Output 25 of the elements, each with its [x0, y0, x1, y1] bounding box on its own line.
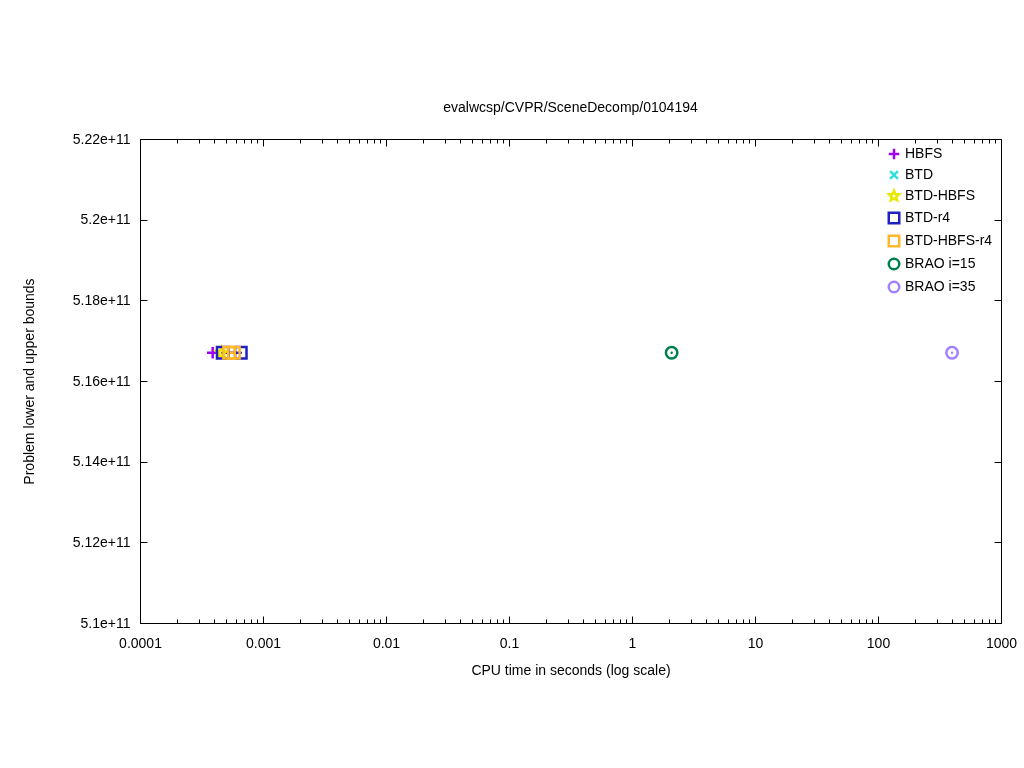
y-tick-label: 5.22e+11	[72, 130, 131, 147]
x-tick-label: 0.1	[499, 634, 520, 651]
x-tick-label: 1000	[985, 634, 1018, 651]
x-tick-label: 0.001	[245, 634, 282, 651]
legend-label: BTD-HBFS	[905, 187, 975, 203]
legend-label: BTD	[905, 166, 933, 182]
x-tick-label: 1	[628, 634, 637, 651]
legend-label: HBFS	[905, 145, 943, 161]
legend-label: BTD-r4	[905, 209, 951, 225]
chart-title: evalwcsp/CVPR/SceneDecomp/0104194	[443, 99, 698, 115]
y-tick-label: 5.12e+11	[72, 533, 131, 550]
x-axis-title: CPU time in seconds (log scale)	[471, 661, 671, 678]
legend-label: BRAO i=35	[905, 278, 976, 294]
y-tick-label: 5.14e+11	[72, 453, 131, 470]
y-tick-label: 5.18e+11	[72, 291, 131, 308]
y-tick-label: 5.2e+11	[80, 211, 131, 228]
y-axis-title: Problem lower and upper bounds	[20, 278, 37, 485]
x-tick-label: 0.01	[372, 634, 401, 651]
x-tick-label: 10	[747, 634, 764, 651]
legend-label: BRAO i=15	[905, 255, 976, 271]
y-tick-label: 5.1e+11	[80, 614, 131, 631]
y-tick-label: 5.16e+11	[72, 372, 131, 389]
x-tick-label: 100	[866, 634, 891, 651]
legend-label: BTD-HBFS-r4	[905, 232, 993, 248]
x-tick-label: 0.0001	[119, 634, 163, 651]
